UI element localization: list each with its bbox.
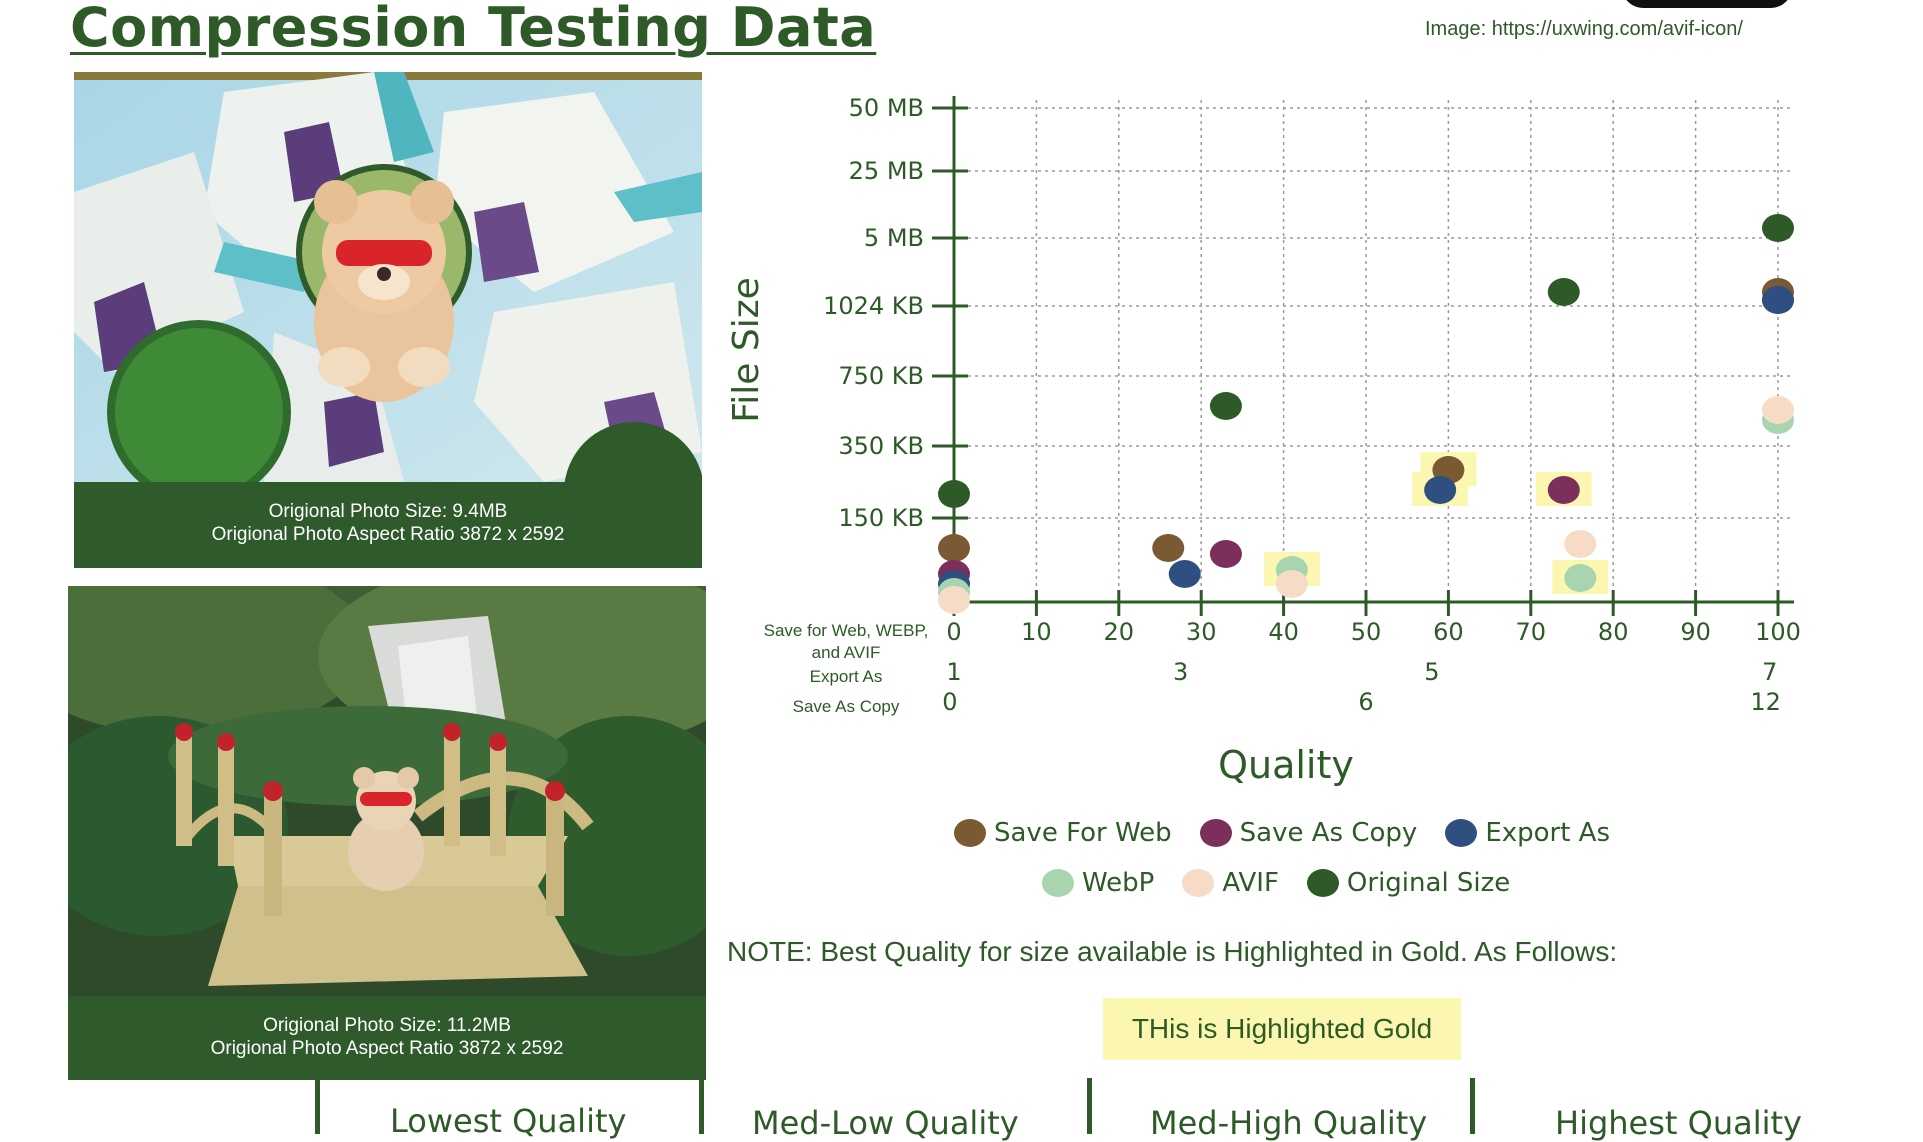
- legend-label: Save As Copy: [1239, 818, 1418, 848]
- x-tick-label: 0: [946, 618, 961, 646]
- data-point-avif: [1762, 396, 1794, 424]
- legend-swatch: [1306, 869, 1339, 897]
- x-tick-label-export-as: 3: [1173, 658, 1188, 686]
- legend-swatch: [1182, 869, 1215, 897]
- data-point-save-for-web: [1152, 534, 1185, 562]
- data-point-save-as-copy: [1547, 476, 1580, 504]
- y-tick-label: 750 KB: [838, 362, 924, 390]
- data-point-original-size: [1547, 278, 1580, 306]
- x-tick-label: 10: [1021, 618, 1052, 646]
- data-point-export-as: [1424, 476, 1457, 504]
- x-tick-label-save-as-copy: 12: [1750, 688, 1781, 716]
- legend-item-original-size: Original Size: [1306, 868, 1511, 898]
- y-tick-label: 150 KB: [838, 504, 924, 532]
- x-tick-label-export-as: 1: [946, 658, 961, 686]
- photo-card-teddy-wall: Origional Photo Size: 9.4MB Origional Ph…: [74, 72, 702, 568]
- legend-item-save-for-web: Save For Web: [954, 818, 1172, 848]
- legend-swatch: [1445, 819, 1478, 847]
- tab-lowest-quality[interactable]: Lowest Quality: [390, 1102, 627, 1140]
- legend-swatch: [1199, 819, 1232, 847]
- chart-canvas: 150 KB 350 KB 750 KB 1024 KB 5 MB 25 MB 50 MB F…: [726, 94, 1801, 787]
- tab-med-low-quality[interactable]: Med-Low Quality: [752, 1104, 1019, 1142]
- photo-ratio-text: Origional Photo Aspect Ratio 3872 x 2592: [211, 524, 565, 545]
- x-tick-label: 40: [1268, 618, 1299, 646]
- data-point-save-for-web: [938, 534, 970, 562]
- y-axis-title: File Size: [726, 277, 767, 423]
- y-tick-label: 350 KB: [838, 432, 924, 460]
- tab-divider: [699, 1078, 704, 1134]
- data-point-webp: [1564, 564, 1597, 592]
- gold-highlight-example: THis is Highlighted Gold: [1103, 998, 1461, 1060]
- x-scale-label-save-for-web: Save for Web, WEBP,: [764, 621, 929, 640]
- tab-divider: [1470, 1078, 1475, 1134]
- legend-label: Original Size: [1346, 868, 1511, 898]
- tab-divider: [315, 1078, 320, 1134]
- x-tick-label: 60: [1433, 618, 1464, 646]
- data-point-export-as: [1762, 286, 1794, 314]
- tab-med-high-quality[interactable]: Med-High Quality: [1150, 1104, 1428, 1142]
- legend-label: AVIF: [1222, 868, 1279, 898]
- x-tick-label-export-as: 7: [1762, 658, 1777, 686]
- x-tick-label: 90: [1680, 618, 1711, 646]
- x-tick-label: 100: [1755, 618, 1801, 646]
- legend-swatch: [1042, 869, 1074, 897]
- x-tick-label-export-as: 5: [1424, 658, 1439, 686]
- x-tick-label: 20: [1104, 618, 1135, 646]
- photo-size-text: Origional Photo Size: 11.2MB: [263, 1015, 511, 1036]
- page-title: Compression Testing Data: [70, 0, 877, 59]
- tab-divider: [1087, 1078, 1092, 1134]
- legend-row: WebP AVIF Original Size: [1042, 868, 1510, 898]
- photo-caption: Origional Photo Size: 11.2MB Origional P…: [68, 1014, 706, 1060]
- image-credit: Image: https://uxwing.com/avif-icon/: [1425, 18, 1743, 40]
- quality-tabs: Lowest Quality Med-Low Quality Med-High …: [0, 1078, 1923, 1142]
- x-tick-label-save-as-copy: 6: [1358, 688, 1373, 716]
- y-tick-label: 1024 KB: [823, 292, 924, 320]
- legend-label: Save For Web: [994, 818, 1172, 848]
- data-point-original-size: [1762, 214, 1794, 242]
- data-point-export-as: [1168, 560, 1201, 588]
- x-tick-label: 30: [1186, 618, 1217, 646]
- legend-row: Save For Web Save As Copy Export As: [954, 818, 1610, 848]
- teddy-bear-wall-photo: [74, 72, 702, 482]
- y-tick-label: 50 MB: [849, 94, 924, 122]
- file-size-scatter-chart: 150 KB 350 KB 750 KB 1024 KB 5 MB 25 MB 50 MB F…: [726, 70, 1828, 1000]
- legend-item-webp: WebP: [1042, 868, 1154, 898]
- legend-item-avif: AVIF: [1182, 868, 1279, 898]
- x-scale-label-export-as: Export As: [810, 667, 883, 686]
- y-tick-label: 25 MB: [849, 157, 924, 185]
- top-nav-pill[interactable]: [1622, 0, 1792, 8]
- x-tick-label: 70: [1516, 618, 1547, 646]
- y-tick-label: 5 MB: [864, 224, 924, 252]
- x-tick-label: 80: [1598, 618, 1629, 646]
- tab-highest-quality[interactable]: Highest Quality: [1555, 1104, 1802, 1142]
- gold-highlight-note: NOTE: Best Quality for size available is…: [727, 936, 1618, 967]
- legend-label: WebP: [1082, 868, 1155, 898]
- data-point-save-as-copy: [1209, 540, 1242, 568]
- x-tick-label: 50: [1351, 618, 1382, 646]
- photo-card-teddy-bridge: Origional Photo Size: 11.2MB Origional P…: [68, 586, 706, 1080]
- x-scale-label-save-for-web-2: and AVIF: [812, 643, 881, 662]
- x-axis-title: Quality: [1218, 743, 1354, 787]
- x-tick-label-save-as-copy: 0: [942, 688, 957, 716]
- data-point-avif: [938, 586, 970, 614]
- legend-item-export-as: Export As: [1445, 818, 1610, 848]
- legend-item-save-as-copy: Save As Copy: [1199, 818, 1418, 848]
- data-point-original-size: [938, 480, 970, 508]
- teddy-bear-bridge-photo: [68, 586, 706, 996]
- photo-ratio-text: Origional Photo Aspect Ratio 3872 x 2592: [210, 1038, 564, 1059]
- legend-label: Export As: [1485, 818, 1611, 848]
- data-point-original-size: [1209, 392, 1242, 420]
- x-scale-label-save-as-copy: Save As Copy: [793, 697, 900, 716]
- data-point-avif: [1275, 570, 1308, 598]
- photo-caption: Origional Photo Size: 9.4MB Origional Ph…: [74, 500, 702, 546]
- photo-size-text: Origional Photo Size: 9.4MB: [268, 501, 508, 522]
- data-point-avif: [1564, 530, 1597, 558]
- legend-swatch: [954, 819, 986, 847]
